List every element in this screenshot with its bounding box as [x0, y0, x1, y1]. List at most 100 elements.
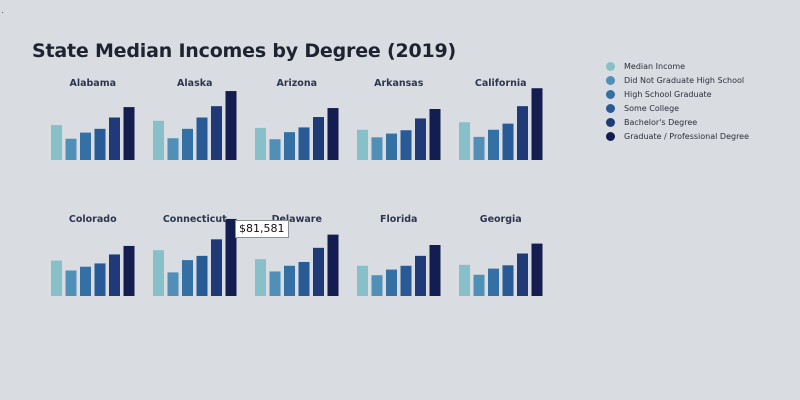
- legend-swatch: [606, 104, 615, 114]
- bar[interactable]: [429, 245, 441, 296]
- legend-item: Bachelor's Degree: [606, 116, 792, 130]
- bar[interactable]: [400, 265, 412, 296]
- state-panel: Arizona: [255, 78, 339, 160]
- state-panel: Georgia: [459, 214, 543, 296]
- legend-item: Some College: [606, 102, 792, 116]
- state-label: Connecticut: [163, 214, 227, 225]
- bar[interactable]: [488, 268, 499, 296]
- bar[interactable]: [269, 271, 281, 296]
- bar[interactable]: [502, 123, 514, 160]
- state-panel: Connecticut: [153, 214, 237, 296]
- bar[interactable]: [473, 136, 485, 160]
- bar[interactable]: [123, 107, 135, 160]
- state-label: Alaska: [177, 78, 212, 89]
- bar[interactable]: [459, 264, 470, 296]
- legend-item: High School Graduate: [606, 87, 792, 101]
- state-label: California: [475, 78, 527, 89]
- bar[interactable]: [182, 260, 193, 296]
- bar[interactable]: [80, 132, 91, 160]
- state-panel: Florida: [357, 214, 441, 296]
- bar[interactable]: [488, 129, 499, 160]
- legend-label: Bachelor's Degree: [624, 118, 698, 128]
- legend-label: Graduate / Professional Degree: [624, 132, 750, 142]
- bar[interactable]: [357, 129, 368, 160]
- state-panel: Arkansas: [357, 78, 441, 160]
- bar[interactable]: [211, 106, 222, 160]
- bar[interactable]: [225, 218, 237, 296]
- bar[interactable]: [284, 132, 295, 160]
- bar[interactable]: [327, 234, 339, 296]
- bar[interactable]: [517, 106, 528, 160]
- bar[interactable]: [313, 247, 324, 296]
- bar[interactable]: [502, 265, 514, 296]
- bar[interactable]: [371, 137, 383, 160]
- bar[interactable]: [415, 255, 426, 296]
- legend-label: Did Not Graduate High School: [624, 75, 745, 85]
- bar[interactable]: [109, 254, 120, 296]
- bar[interactable]: [415, 118, 426, 160]
- bar[interactable]: [298, 127, 310, 160]
- state-label: Arkansas: [374, 78, 424, 89]
- bar[interactable]: [196, 255, 208, 296]
- bar[interactable]: [80, 266, 91, 296]
- bar[interactable]: [459, 122, 470, 160]
- bar[interactable]: [269, 139, 281, 160]
- bar[interactable]: [255, 127, 266, 160]
- bar[interactable]: [357, 265, 368, 296]
- bar[interactable]: [517, 253, 528, 297]
- bar[interactable]: [211, 239, 222, 296]
- bar[interactable]: [153, 250, 164, 296]
- bar[interactable]: [225, 91, 237, 160]
- bar[interactable]: [65, 270, 77, 297]
- state-panel: Colorado: [51, 214, 135, 296]
- bar[interactable]: [429, 109, 441, 160]
- legend-item: Graduate / Professional Degree: [606, 130, 792, 144]
- state-label: Florida: [380, 214, 417, 225]
- legend-label: Median Income: [624, 61, 686, 71]
- bar[interactable]: [51, 125, 62, 160]
- legend-swatch: [606, 75, 615, 85]
- state-panel: Alabama: [51, 78, 135, 160]
- bar[interactable]: [167, 272, 179, 296]
- bar[interactable]: [386, 133, 397, 160]
- legend-label: Some College: [624, 104, 680, 114]
- state-label: Delaware: [272, 214, 322, 225]
- state-label: Colorado: [69, 214, 117, 225]
- bar[interactable]: [94, 263, 106, 296]
- state-panel: California: [459, 78, 543, 160]
- bar[interactable]: [400, 130, 412, 160]
- bar[interactable]: [94, 128, 106, 160]
- legend-swatch: [606, 118, 615, 128]
- state-panel: Delaware: [255, 214, 339, 296]
- legend-swatch: [606, 132, 615, 142]
- bar[interactable]: [298, 262, 310, 296]
- bar[interactable]: [531, 243, 543, 296]
- legend: Median Income Did Not Graduate High Schoo…: [606, 59, 792, 144]
- legend-item: Did Not Graduate High School: [606, 73, 792, 87]
- bar[interactable]: [167, 138, 179, 160]
- bar[interactable]: [284, 265, 295, 296]
- state-label: Georgia: [480, 214, 522, 225]
- bar[interactable]: [182, 128, 193, 160]
- legend-item: Median Income: [606, 59, 792, 73]
- legend-label: High School Graduate: [624, 89, 712, 99]
- bar[interactable]: [371, 275, 383, 296]
- bar[interactable]: [51, 260, 62, 296]
- bar[interactable]: [153, 120, 164, 160]
- bar[interactable]: [65, 138, 77, 160]
- state-label: Alabama: [69, 78, 116, 89]
- bar[interactable]: [531, 88, 543, 160]
- state-panel: Alaska: [153, 78, 237, 160]
- bar[interactable]: [473, 274, 485, 296]
- bar[interactable]: [386, 269, 397, 296]
- bar[interactable]: [255, 259, 266, 296]
- bar[interactable]: [327, 108, 339, 160]
- legend-swatch: [606, 89, 615, 99]
- bar[interactable]: [196, 117, 208, 161]
- chart-title: State Median Incomes by Degree (2019): [32, 40, 457, 62]
- bar[interactable]: [123, 245, 135, 296]
- bar[interactable]: [109, 117, 120, 161]
- bar[interactable]: [313, 117, 324, 160]
- state-label: Arizona: [276, 78, 317, 89]
